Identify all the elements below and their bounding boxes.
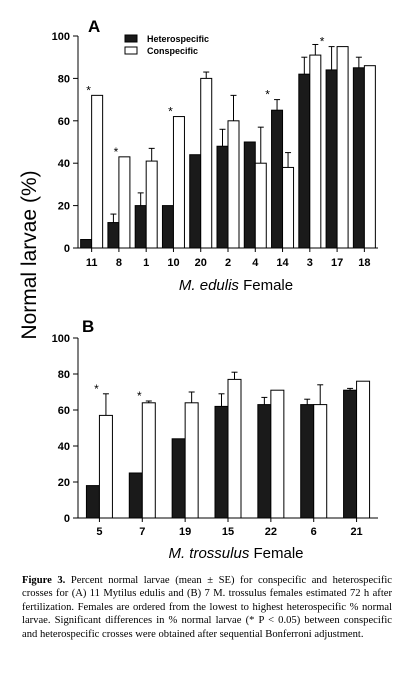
bar-conspecific xyxy=(254,162,267,249)
y-tick-label: 100 xyxy=(52,333,70,345)
panel-a: A 0 20 40 60 80 100 11 * 8 * 1 10 * 20 2 4 14 * 3 17 * 18 M. ed… xyxy=(52,17,378,294)
caption-text: Percent normal larvae (mean ± SE) for co… xyxy=(22,575,392,640)
x-tick-label: 8 xyxy=(116,257,122,269)
x-tick-label: 3 xyxy=(307,257,313,269)
x-axis-label: M. edulis Female xyxy=(179,277,293,294)
bar-conspecific xyxy=(270,389,285,519)
x-axis-label: M. trossulus Female xyxy=(168,545,303,562)
bar-heterospecific xyxy=(107,222,120,249)
bar-heterospecific xyxy=(343,389,358,519)
x-tick-label: 11 xyxy=(86,257,98,269)
bar-conspecific xyxy=(313,404,328,519)
y-tick-label: 40 xyxy=(58,158,70,170)
bar-heterospecific xyxy=(189,154,202,249)
legend-label: Heterospecific xyxy=(147,34,209,44)
bar-heterospecific xyxy=(134,205,147,249)
bar-heterospecific xyxy=(171,438,186,519)
bar-heterospecific xyxy=(80,239,93,249)
bar-conspecific xyxy=(227,378,242,519)
panel-label: B xyxy=(82,317,94,336)
bar-heterospecific xyxy=(216,145,229,249)
bar-conspecific xyxy=(184,402,199,519)
x-tick-label: 6 xyxy=(311,526,317,538)
bar-heterospecific xyxy=(271,109,284,249)
y-tick-label: 80 xyxy=(58,73,70,85)
bar-heterospecific xyxy=(243,141,256,249)
caption-label: Figure 3. xyxy=(22,575,66,586)
y-tick-label: 20 xyxy=(58,201,70,213)
x-tick-label: 14 xyxy=(276,257,289,269)
significance-marker: * xyxy=(94,382,99,396)
x-tick-label: 19 xyxy=(179,526,191,538)
x-tick-label: 7 xyxy=(139,526,145,538)
x-tick-label: 22 xyxy=(265,526,277,538)
y-tick-label: 0 xyxy=(64,243,70,255)
bar-conspecific xyxy=(91,94,104,249)
significance-marker: * xyxy=(265,88,270,102)
y-tick-label: 60 xyxy=(58,405,70,417)
bar-conspecific xyxy=(282,166,295,249)
x-tick-label: 17 xyxy=(331,257,343,269)
x-tick-label: 1 xyxy=(143,257,149,269)
y-tick-label: 0 xyxy=(64,513,70,525)
significance-marker: * xyxy=(86,83,91,97)
bar-conspecific xyxy=(200,77,213,249)
legend-label: Conspecific xyxy=(147,46,198,56)
bar-heterospecific xyxy=(214,405,229,519)
y-tick-label: 100 xyxy=(52,31,70,43)
x-tick-label: 18 xyxy=(358,257,370,269)
bar-heterospecific xyxy=(352,67,365,249)
panel-label: A xyxy=(88,17,100,36)
significance-marker: * xyxy=(168,105,173,119)
panel-b: B 0 20 40 60 80 100 5 * 7 * 19 15 22 6 21 M. trossulus F… xyxy=(52,317,378,562)
bar-conspecific xyxy=(336,46,349,249)
significance-marker: * xyxy=(320,35,325,49)
bar-heterospecific xyxy=(257,404,272,519)
bar-heterospecific xyxy=(85,485,100,519)
bar-conspecific xyxy=(118,156,131,249)
bar-heterospecific xyxy=(300,404,315,519)
bar-conspecific xyxy=(309,54,322,249)
legend-swatch xyxy=(124,34,138,43)
bar-conspecific xyxy=(145,160,158,249)
x-tick-label: 5 xyxy=(96,526,102,538)
legend-swatch xyxy=(124,46,138,55)
bar-conspecific xyxy=(356,380,371,519)
y-tick-label: 40 xyxy=(58,441,70,453)
bar-heterospecific xyxy=(161,205,174,249)
significance-marker: * xyxy=(137,389,142,403)
bar-heterospecific xyxy=(325,69,338,249)
bar-conspecific xyxy=(98,414,113,519)
bar-conspecific xyxy=(141,402,156,519)
bar-heterospecific xyxy=(128,472,143,519)
x-tick-label: 10 xyxy=(167,257,179,269)
figure-caption: Figure 3. Percent normal larvae (mean ± … xyxy=(22,574,392,641)
bar-conspecific xyxy=(227,120,240,249)
x-tick-label: 2 xyxy=(225,257,231,269)
bar-conspecific xyxy=(363,65,376,249)
x-tick-label: 20 xyxy=(195,257,207,269)
y-axis-title: Normal larvae (%) xyxy=(18,170,41,339)
x-tick-label: 15 xyxy=(222,526,234,538)
y-tick-label: 60 xyxy=(58,116,70,128)
y-tick-label: 80 xyxy=(58,369,70,381)
x-tick-label: 4 xyxy=(252,257,259,269)
y-tick-label: 20 xyxy=(58,477,70,489)
significance-marker: * xyxy=(114,145,119,159)
x-tick-label: 21 xyxy=(350,526,362,538)
bar-conspecific xyxy=(172,116,185,249)
bar-heterospecific xyxy=(298,73,311,249)
